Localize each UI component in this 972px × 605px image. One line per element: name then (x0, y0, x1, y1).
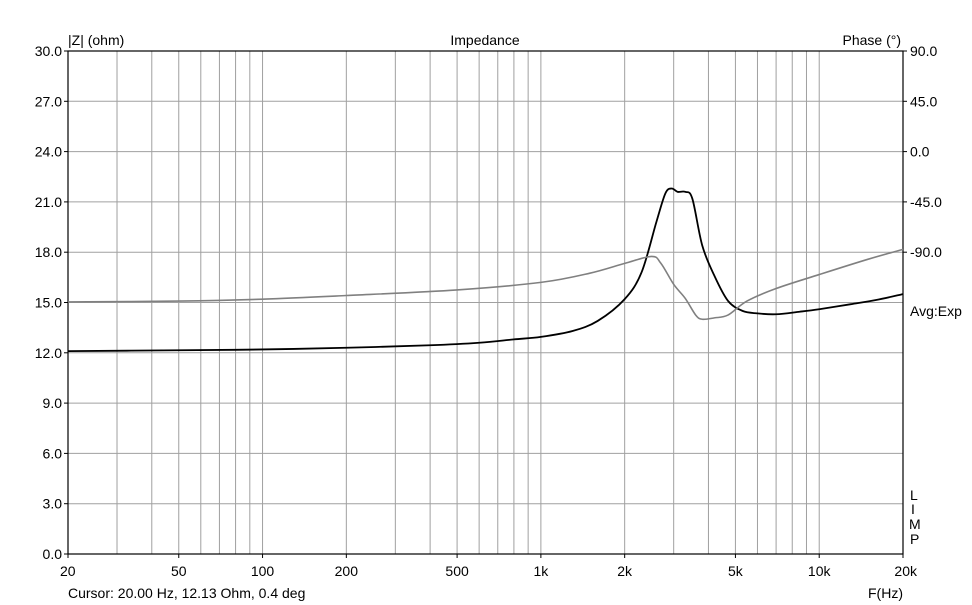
y-left-tick-label: 24.0 (35, 144, 62, 160)
y-left-tick-label: 27.0 (35, 93, 62, 109)
y-left-tick-label: 21.0 (35, 194, 62, 210)
y-left-tick-label: 0.0 (43, 546, 63, 562)
x-tick-label: 20 (60, 563, 76, 579)
x-tick-label: 50 (171, 563, 187, 579)
y-left-tick-label: 6.0 (43, 445, 63, 461)
avg-label: Avg:Exp (910, 303, 962, 319)
y-right-tick-label: 0.0 (910, 144, 930, 160)
y-right-tick-label: -45.0 (910, 194, 942, 210)
x-tick-label: 1k (533, 563, 549, 579)
x-tick-label: 100 (251, 563, 275, 579)
limp-letter: M (909, 516, 921, 532)
x-tick-label: 10k (808, 563, 832, 579)
y-right-tick-label: 45.0 (910, 93, 937, 109)
x-tick-label: 2k (617, 563, 633, 579)
grid (68, 51, 903, 554)
series-lines (67, 187, 904, 353)
y-left-tick-label: 15.0 (35, 295, 62, 311)
x-axis-label: F(Hz) (868, 585, 903, 601)
y-axis-right-label: Phase (°) (842, 32, 901, 48)
chart-title: Impedance (450, 32, 519, 48)
limp-letter: I (911, 501, 915, 517)
impedance-series-line (67, 187, 904, 353)
limp-label: L I M P (909, 487, 921, 547)
y-right-tick-label: 90.0 (910, 43, 937, 59)
phase-series-line (67, 248, 904, 321)
limp-letter: L (910, 487, 918, 503)
limp-letter: P (910, 531, 919, 547)
y-left-tick-label: 3.0 (43, 496, 63, 512)
y-left-tick-label: 30.0 (35, 43, 62, 59)
tick-labels: 0.0 3.0 6.0 9.0 12.0 15.0 18.0 21.0 24.0 27.0 30.0… (35, 43, 942, 579)
x-tick-label: 200 (335, 563, 359, 579)
y-right-tick-label: -90.0 (910, 244, 942, 260)
y-left-tick-label: 12.0 (35, 345, 62, 361)
x-tick-label: 5k (728, 563, 744, 579)
x-tick-label: 500 (445, 563, 469, 579)
cursor-readout: Cursor: 20.00 Hz, 12.13 Ohm, 0.4 deg (68, 585, 305, 601)
y-left-tick-label: 9.0 (43, 395, 63, 411)
y-axis-left-label: |Z| (ohm) (68, 32, 124, 48)
x-tick-label: 20k (894, 563, 918, 579)
y-left-tick-label: 18.0 (35, 244, 62, 260)
